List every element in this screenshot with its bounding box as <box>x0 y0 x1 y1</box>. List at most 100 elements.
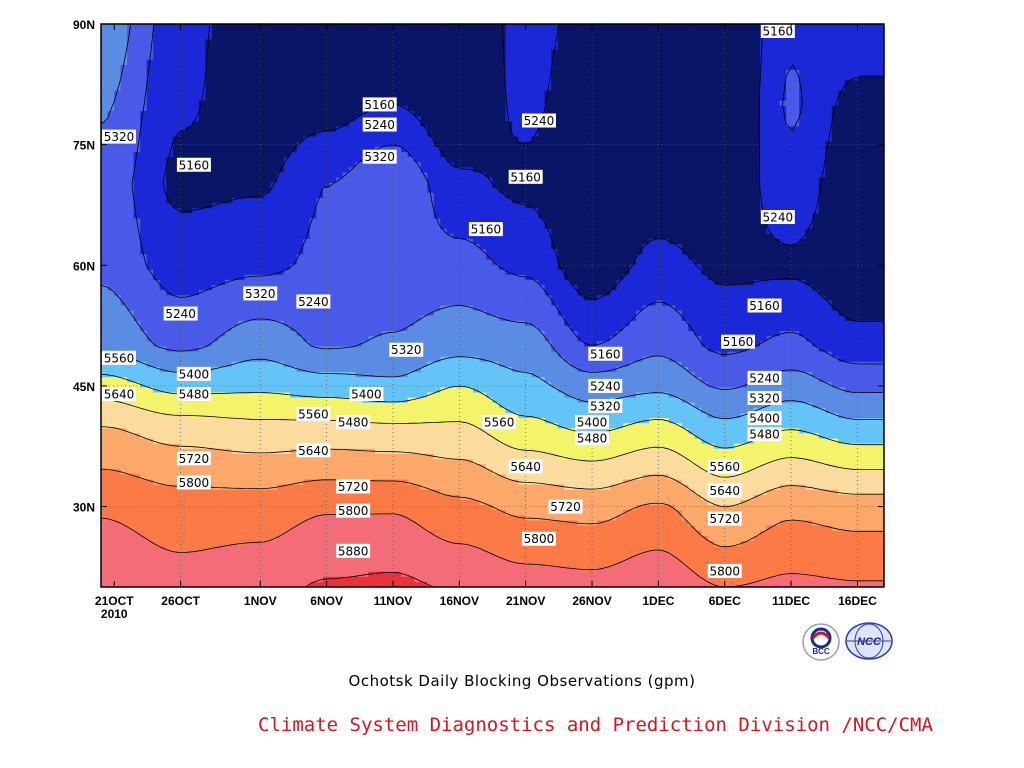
contour-fill-cell <box>420 187 428 194</box>
contour-fill-cell <box>668 85 676 92</box>
contour-fill-cell <box>355 44 363 51</box>
contour-fill-cell <box>851 172 859 179</box>
contour-fill-cell <box>394 54 402 61</box>
contour-fill-cell <box>407 162 415 168</box>
contour-fill-cell <box>192 24 200 30</box>
contour-fill-cell <box>296 116 304 122</box>
contour-fill-cell <box>270 233 278 240</box>
contour-fill-cell <box>740 116 748 122</box>
contour-fill-cell <box>283 85 291 92</box>
contour-fill-cell <box>818 39 826 46</box>
contour-fill-cell <box>805 24 813 30</box>
contour-fill-cell <box>472 29 481 35</box>
contour-fill-cell <box>401 162 409 168</box>
contour-fill-cell <box>101 29 109 35</box>
contour-fill-cell <box>290 90 298 97</box>
contour-fill-cell <box>348 146 357 153</box>
contour-fill-cell <box>629 157 637 163</box>
contour-fill-cell <box>812 182 820 189</box>
contour-fill-cell <box>642 44 650 51</box>
contour-fill-cell <box>335 198 344 204</box>
contour-fill-cell <box>224 213 233 220</box>
contour-fill-cell <box>485 157 494 163</box>
contour-fill-cell <box>394 85 402 92</box>
contour-fill-cell <box>433 29 441 35</box>
contour-fill-cell <box>577 213 585 220</box>
contour-fill-cell <box>525 187 533 194</box>
contour-fill-cell <box>224 182 233 189</box>
contour-fill-cell <box>303 39 311 46</box>
contour-fill-cell <box>283 187 291 194</box>
contour-fill-cell <box>512 116 520 122</box>
contour-fill-cell <box>238 151 246 158</box>
contour-fill-cell <box>583 100 591 107</box>
contour-fill-cell <box>629 146 637 153</box>
contour-fill-cell <box>760 167 768 174</box>
contour-fill-cell <box>472 182 481 189</box>
contour-fill-cell <box>140 203 148 209</box>
contour-fill-cell <box>766 75 774 81</box>
contour-fill-cell <box>681 218 689 225</box>
contour-fill-cell <box>277 70 285 76</box>
contour-fill-cell <box>114 54 122 61</box>
contour-fill-cell <box>492 198 500 204</box>
contour-fill-cell <box>127 64 135 71</box>
contour-fill-cell <box>153 111 161 117</box>
contour-fill-cell <box>538 80 546 87</box>
contour-fill-cell <box>694 90 702 97</box>
contour-fill-cell <box>107 75 115 81</box>
contour-fill-cell <box>851 177 859 184</box>
contour-fill-cell <box>707 29 715 35</box>
contour-fill-cell <box>544 198 552 204</box>
contour-fill-cell <box>499 121 507 127</box>
contour-fill-cell <box>446 116 454 122</box>
contour-fill-cell <box>720 157 729 163</box>
contour-fill-cell <box>388 223 396 230</box>
contour-fill-cell <box>642 100 650 107</box>
contour-fill-cell <box>825 146 833 153</box>
contour-fill-cell <box>459 90 468 97</box>
contour-fill-cell <box>388 146 396 153</box>
contour-fill-cell <box>414 64 422 71</box>
contour-fill-cell <box>629 198 637 204</box>
contour-fill-cell <box>231 167 239 174</box>
contour-fill-cell <box>525 29 533 35</box>
contour-fill-cell <box>857 177 866 184</box>
contour-fill-cell <box>655 151 663 158</box>
contour-fill-cell <box>427 70 435 76</box>
contour-fill-cell <box>753 146 761 153</box>
contour-fill-cell <box>198 141 207 148</box>
contour-fill-cell <box>362 187 370 194</box>
contour-fill-cell <box>727 182 735 189</box>
contour-fill-cell <box>355 131 363 138</box>
contour-fill-cell <box>701 223 709 230</box>
contour-fill-cell <box>375 146 383 153</box>
contour-fill-cell <box>792 111 800 117</box>
contour-fill-cell <box>472 198 481 204</box>
contour-fill-cell <box>675 182 683 189</box>
contour-fill-cell <box>740 54 748 61</box>
contour-fill-cell <box>420 95 428 102</box>
contour-fill-cell <box>211 116 220 122</box>
contour-fill-cell <box>107 151 115 158</box>
contour-fill-cell <box>753 100 761 107</box>
contour-fill-cell <box>414 90 422 97</box>
contour-fill-cell <box>779 64 787 71</box>
contour-fill-cell <box>394 126 402 133</box>
contour-fill-cell <box>335 167 344 174</box>
contour-fill-cell <box>636 39 644 46</box>
contour-fill-cell <box>590 95 598 102</box>
contour-fill-cell <box>472 116 481 122</box>
contour-fill-cell <box>675 64 683 71</box>
contour-fill-cell <box>662 80 670 87</box>
contour-fill-cell <box>596 75 605 81</box>
contour-fill-cell <box>440 126 448 133</box>
contour-fill-cell <box>479 146 487 153</box>
contour-fill-cell <box>153 90 161 97</box>
contour-fill-cell <box>440 228 448 235</box>
contour-fill-cell <box>166 187 174 194</box>
contour-fill-cell <box>564 233 572 240</box>
contour-fill-cell <box>472 136 481 143</box>
contour-fill-cell <box>211 141 220 148</box>
contour-fill-cell <box>264 136 272 143</box>
